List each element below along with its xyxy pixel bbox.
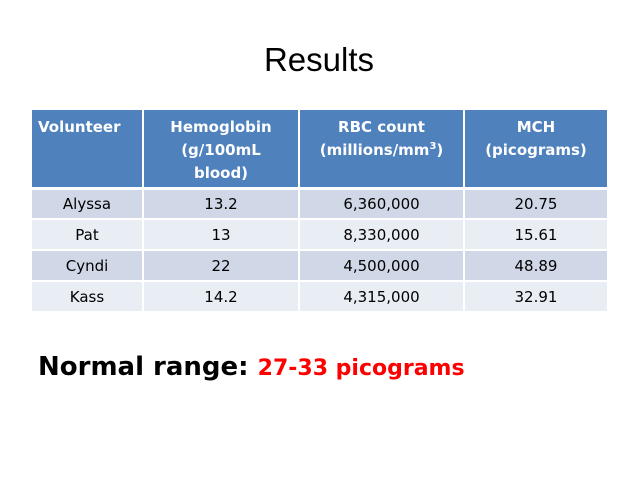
normal-range-value: 27-33 picograms [257,356,465,381]
cell-mch: 20.75 [464,188,607,220]
header-hemoglobin: Hemoglobin (g/100mL blood) [143,110,300,190]
table-row: Alyssa 13.2 6,360,000 20.75 [32,188,607,220]
cell-hemoglobin: 13 [143,219,300,251]
table-row: Kass 14.2 4,315,000 32.91 [32,281,607,313]
header-rbc-line2-pre: (millions/mm [319,141,430,159]
normal-range-label: Normal range: [38,352,249,382]
table-row: Pat 13 8,330,000 15.61 [32,219,607,251]
cell-volunteer: Kass [32,281,144,313]
header-mch: MCH (picograms) [464,110,607,190]
header-hemoglobin-line3: blood) [193,164,249,182]
cell-hemoglobin: 13.2 [143,188,300,220]
header-volunteer: Volunteer [32,110,144,190]
results-table: Volunteer Hemoglobin (g/100mL blood) RBC… [32,110,607,313]
cell-rbc-count: 4,315,000 [299,281,465,313]
table-header-row: Volunteer Hemoglobin (g/100mL blood) RBC… [32,110,607,190]
cell-volunteer: Cyndi [32,250,144,282]
header-rbc-line2-post: ) [436,141,444,159]
cell-rbc-count: 8,330,000 [299,219,465,251]
table-row: Cyndi 22 4,500,000 48.89 [32,250,607,282]
cell-mch: 48.89 [464,250,607,282]
header-hemoglobin-line2: (g/100mL [181,141,261,159]
header-rbc-count: RBC count (millions/mm3) [299,110,465,190]
header-hemoglobin-line1: Hemoglobin [170,118,272,136]
cell-volunteer: Pat [32,219,144,251]
header-mch-line2: (picograms) [485,141,587,159]
header-rbc-superscript: 3 [429,141,437,152]
cell-mch: 32.91 [464,281,607,313]
cell-volunteer: Alyssa [32,188,144,220]
cell-hemoglobin: 22 [143,250,300,282]
cell-hemoglobin: 14.2 [143,281,300,313]
slide-title: Results [263,41,375,78]
normal-range-note: Normal range: 27-33 picograms [38,350,465,386]
header-rbc-line1: RBC count [338,118,425,136]
header-volunteer-label: Volunteer [38,118,121,136]
cell-rbc-count: 4,500,000 [299,250,465,282]
header-mch-line1: MCH [516,118,556,136]
cell-mch: 15.61 [464,219,607,251]
cell-rbc-count: 6,360,000 [299,188,465,220]
